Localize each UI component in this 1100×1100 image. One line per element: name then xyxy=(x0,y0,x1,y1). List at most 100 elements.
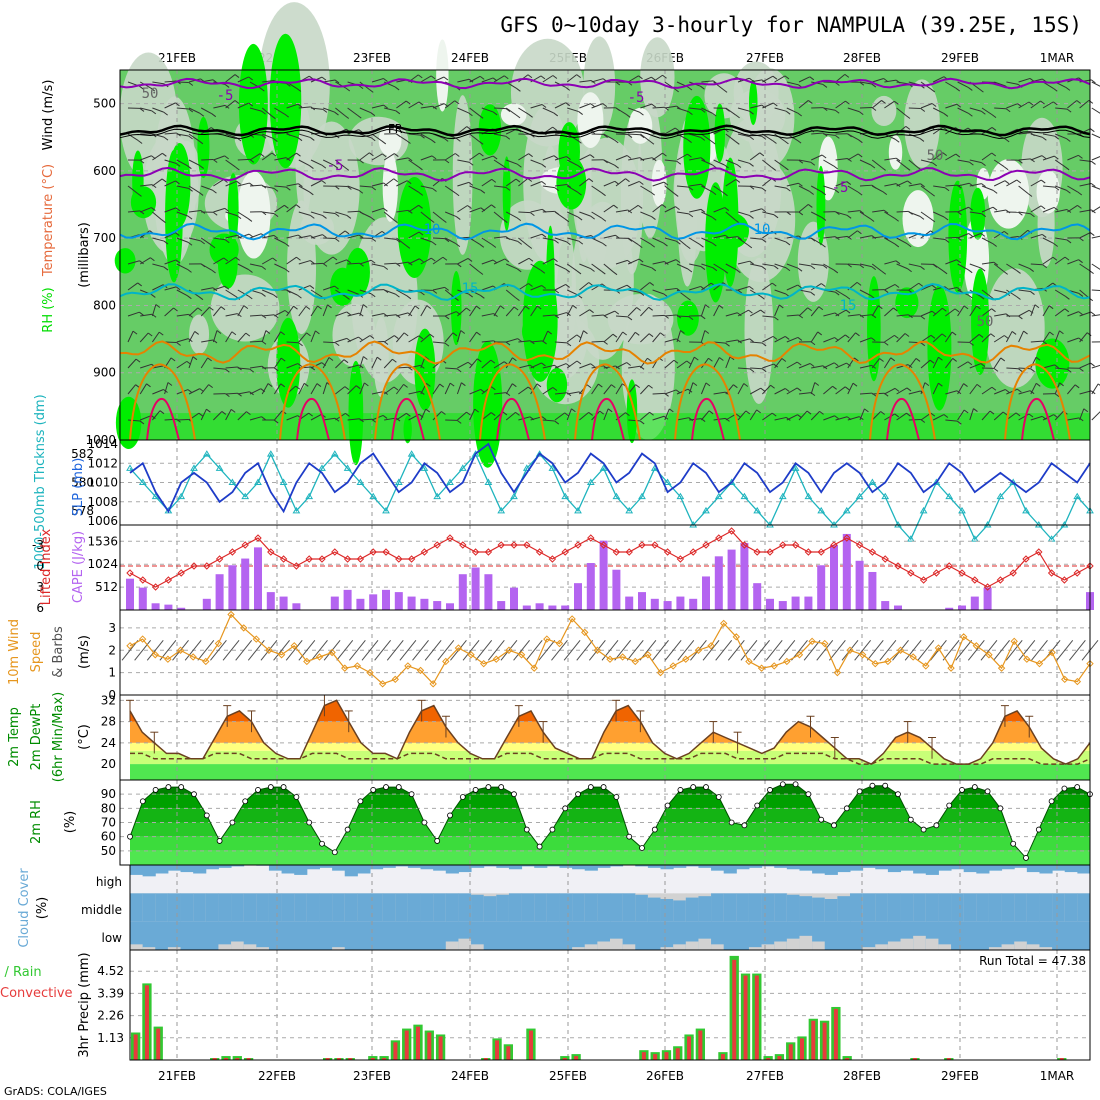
temp-contour-25-surface xyxy=(1021,397,1055,441)
lifted-index-label: Lifted Index xyxy=(39,528,54,605)
wind-barb-flag xyxy=(963,409,969,414)
wind-barb-flag xyxy=(505,186,511,191)
lifted-index-point xyxy=(932,569,941,577)
wind-barb-flag xyxy=(785,241,791,246)
wind-barb xyxy=(152,410,161,421)
wind-barb-flag xyxy=(688,213,694,218)
wind-barb-flag xyxy=(798,182,803,187)
wind-speed-point xyxy=(871,659,879,668)
wind-barb-flag xyxy=(371,186,377,191)
wind-barb-flag xyxy=(601,217,607,222)
cloud-high-bar xyxy=(268,865,283,871)
wind-barb-flag xyxy=(493,313,498,317)
cloud-high-bar xyxy=(925,865,939,875)
wind-barb-flag xyxy=(798,211,804,216)
wind-barb xyxy=(725,133,736,142)
wind-barb xyxy=(1018,367,1031,370)
wind-barb xyxy=(396,332,405,343)
lifted-index-point xyxy=(702,541,710,549)
lifted-index-point xyxy=(484,548,493,556)
cape-bar xyxy=(548,605,557,610)
wind-barb xyxy=(566,334,578,343)
cape-bar xyxy=(343,589,352,610)
wind-barb-flag xyxy=(478,114,484,119)
wind-barb-flag xyxy=(894,243,900,248)
wind-barb xyxy=(579,282,590,291)
wind-barb-flag xyxy=(920,342,926,347)
wind-barb-flag xyxy=(724,207,730,211)
wind-barb xyxy=(945,103,957,109)
cloud-high-bar xyxy=(420,865,434,870)
wind-barb xyxy=(566,74,577,83)
wind-barb xyxy=(481,237,493,245)
wind-barb xyxy=(213,179,224,187)
cape-bar xyxy=(177,607,186,610)
wind-barb xyxy=(481,107,494,113)
cloud-low-base xyxy=(761,921,775,950)
wind-barb xyxy=(432,103,445,109)
rh-band xyxy=(130,822,1090,837)
rh-point xyxy=(767,787,773,793)
surface-wind-barb xyxy=(1005,639,1023,661)
wind-barb-flag xyxy=(297,137,303,142)
cloud-high-bar xyxy=(508,865,523,870)
wind-barb xyxy=(810,411,820,421)
wind-barb-flag xyxy=(512,357,517,362)
cloud-high-bar xyxy=(723,865,737,874)
wind-barb xyxy=(359,259,372,265)
wind-barb xyxy=(762,384,771,395)
cloud-mid-bar xyxy=(205,893,219,922)
wind-barb xyxy=(859,81,872,85)
temp-contour-20 xyxy=(119,340,1091,365)
run-total: Run Total = 47.38 xyxy=(979,954,1086,968)
wind-barb-flag xyxy=(822,84,828,88)
wind-barb xyxy=(615,284,628,291)
wind-barb xyxy=(872,236,885,239)
wind-barb xyxy=(615,315,629,318)
wind-barb-flag xyxy=(920,108,926,112)
cape-bar xyxy=(458,574,467,610)
wind-barb xyxy=(701,80,714,83)
wind-barb xyxy=(640,411,650,421)
wind-barb xyxy=(286,289,298,296)
precip-convective-bar xyxy=(754,975,759,1060)
wind-barb xyxy=(1006,367,1019,370)
wind-speed-point xyxy=(631,657,639,666)
cloud-high-bar xyxy=(180,865,194,873)
very-dry-patch xyxy=(888,135,903,170)
surface-wind-barb xyxy=(930,639,947,661)
wind-barb xyxy=(420,237,433,243)
lifted-index-point xyxy=(343,555,352,563)
wind-barb xyxy=(628,289,641,293)
cloud-low-base xyxy=(155,921,169,950)
wind-barb xyxy=(835,181,847,187)
lifted-index-point xyxy=(958,569,966,577)
wind-barb-flag xyxy=(881,167,886,171)
wind-barb-flag xyxy=(687,139,692,144)
wind-barb-flag xyxy=(1066,239,1072,244)
cloud-high-bar xyxy=(698,865,712,868)
wind-speed-point xyxy=(530,664,538,672)
wind-speed-point xyxy=(239,624,248,632)
wind-barb-flag xyxy=(444,315,450,320)
wind-barb xyxy=(688,382,694,395)
wind-barb-flag xyxy=(137,140,143,144)
wind-barb xyxy=(884,79,897,83)
cloud-mid-bar xyxy=(306,893,320,922)
cloud-low-bar xyxy=(786,938,800,950)
wind-barb xyxy=(713,234,726,239)
wind-barb xyxy=(689,263,702,268)
thickness-point xyxy=(778,492,787,500)
wind-barb-flag xyxy=(466,411,471,416)
wind-barb xyxy=(725,159,738,165)
wind-barb-flag xyxy=(845,100,850,105)
cloud-low-bar xyxy=(231,941,245,950)
wind-barb-flag xyxy=(271,115,276,120)
wind-barb-flag xyxy=(651,103,657,108)
wind-barb xyxy=(945,358,954,369)
wind-barb xyxy=(847,107,860,113)
wind-barb xyxy=(432,411,442,421)
wind-barb-flag xyxy=(1052,87,1058,92)
rh-point xyxy=(920,826,927,833)
wind-barb-flag xyxy=(245,332,251,337)
